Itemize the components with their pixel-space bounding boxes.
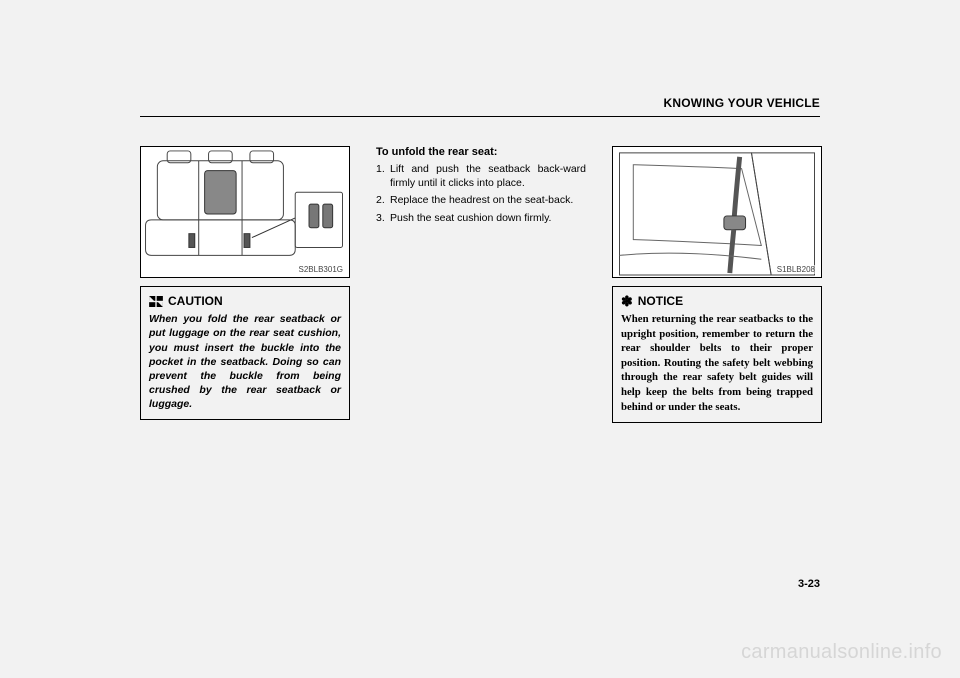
step-number: 3.	[376, 211, 390, 225]
figure-label: S2BLB301G	[297, 265, 345, 274]
top-rule	[140, 116, 820, 117]
step-text: Lift and push the seatback back-ward fir…	[390, 162, 586, 190]
step-item: 2.Replace the headrest on the seat-back.	[376, 193, 586, 207]
watermark: carmanualsonline.info	[741, 641, 942, 664]
notice-body: When returning the rear seatbacks to the…	[621, 312, 813, 414]
figure-rear-seat-fold: S2BLB301G	[140, 146, 350, 278]
step-text: Replace the headrest on the seat-back.	[390, 193, 586, 207]
caution-box: CAUTION When you fold the rear seatback …	[140, 286, 350, 420]
page-number: 3-23	[798, 578, 820, 590]
caution-title-row: CAUTION	[149, 293, 341, 309]
figure-seatbelt-guide: S1BLB208	[612, 146, 822, 278]
column-left: S2BLB301G CAUTION When you fold the rear…	[140, 146, 350, 423]
step-text: Push the seat cushion down firmly.	[390, 211, 586, 225]
caution-title: CAUTION	[168, 293, 223, 309]
unfold-heading: To unfold the rear seat:	[376, 146, 586, 158]
notice-title: NOTICE	[638, 293, 683, 309]
step-item: 1.Lift and push the seatback back-ward f…	[376, 162, 586, 190]
unfold-steps: 1.Lift and push the seatback back-ward f…	[376, 162, 586, 225]
caution-body: When you fold the rear seatback or put l…	[149, 312, 341, 411]
notice-star-icon: ✽	[621, 294, 633, 308]
column-right: S1BLB208 ✽ NOTICE When returning the rea…	[612, 146, 822, 423]
figure-label: S1BLB208	[775, 265, 817, 274]
step-number: 1.	[376, 162, 390, 190]
seat-illustration-icon	[141, 147, 349, 277]
manual-page: KNOWING YOUR VEHICLE	[140, 100, 820, 550]
seatbelt-illustration-icon	[613, 147, 821, 277]
step-item: 3.Push the seat cushion down firmly.	[376, 211, 586, 225]
content-columns: S2BLB301G CAUTION When you fold the rear…	[140, 146, 820, 423]
column-middle: To unfold the rear seat: 1.Lift and push…	[376, 146, 586, 423]
notice-box: ✽ NOTICE When returning the rear seatbac…	[612, 286, 822, 423]
caution-icon	[149, 296, 163, 307]
notice-title-row: ✽ NOTICE	[621, 293, 813, 309]
section-title: KNOWING YOUR VEHICLE	[658, 96, 820, 110]
step-number: 2.	[376, 193, 390, 207]
